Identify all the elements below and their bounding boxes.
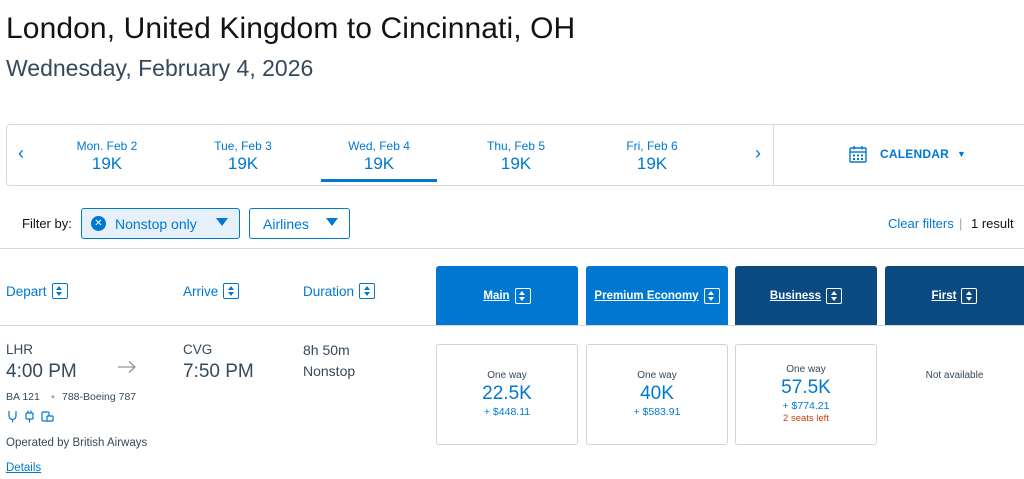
- date-price: 19K: [636, 154, 668, 173]
- chevron-right-icon[interactable]: ›: [755, 143, 761, 163]
- fare-tax: + $448.11: [483, 406, 531, 418]
- date-option-feb-2[interactable]: Mon. Feb 2 19K: [49, 139, 165, 174]
- fare-miles: 40K: [640, 383, 674, 404]
- cabin-label-premium-economy: Premium Economy: [594, 289, 699, 302]
- date-price: 19K: [363, 154, 395, 173]
- date-option-feb-6[interactable]: Fri, Feb 6 19K: [594, 139, 710, 174]
- cabin-label-first: First: [931, 289, 957, 302]
- airlines-filter-label: Airlines: [263, 215, 309, 232]
- power-outlet-icon: [25, 410, 34, 423]
- cabin-tab-first[interactable]: First: [885, 266, 1024, 325]
- details-link[interactable]: Details: [6, 462, 42, 474]
- sort-icon: [514, 287, 531, 304]
- flight-stops: Nonstop: [303, 363, 356, 379]
- seats-left-badge: 2 seats left: [783, 413, 829, 424]
- date-price: 19K: [227, 154, 259, 173]
- sort-arrive-header[interactable]: Arrive: [183, 283, 240, 299]
- page-subtitle: Wednesday, February 4, 2026: [6, 55, 314, 81]
- operated-by: Operated by British Airways: [6, 437, 148, 449]
- date-label: Fri, Feb 6: [626, 139, 678, 153]
- clear-filters-link[interactable]: Clear filters: [888, 216, 954, 231]
- calendar-button[interactable]: CALENDAR ▼: [849, 145, 966, 163]
- cabin-label-main: Main: [483, 289, 510, 302]
- datebar-divider: [773, 125, 774, 185]
- arrive-airport: CVG: [183, 342, 213, 357]
- cabin-label-business: Business: [769, 289, 822, 302]
- fare-trip-type: One way: [487, 370, 527, 381]
- page-title: London, United Kingdom to Cincinnati, OH: [6, 12, 576, 45]
- caret-down-icon: [216, 218, 228, 226]
- fare-card-business[interactable]: One way 57.5K + $774.21 2 seats left: [735, 344, 877, 445]
- fare-tax: + $774.21: [782, 400, 830, 412]
- divider: [0, 248, 1024, 249]
- duration-header-label: Duration: [303, 283, 355, 299]
- date-label: Mon. Feb 2: [76, 139, 138, 153]
- cabin-tab-business[interactable]: Business: [735, 266, 877, 325]
- sort-icon: [826, 287, 843, 304]
- result-count: 1 result: [971, 216, 1014, 231]
- depart-airport: LHR: [6, 342, 34, 357]
- calendar-label: CALENDAR: [880, 147, 949, 161]
- airlines-filter-dropdown[interactable]: Airlines: [249, 208, 350, 239]
- arrive-header-label: Arrive: [183, 283, 219, 299]
- fare-trip-type: One way: [637, 370, 677, 381]
- arrive-time: 7:50 PM: [183, 361, 254, 382]
- fare-card-main[interactable]: One way 22.5K + $448.11: [436, 344, 578, 445]
- fare-miles: 57.5K: [781, 377, 831, 398]
- depart-time: 4:00 PM: [6, 361, 77, 382]
- fare-first-not-available: Not available: [925, 370, 984, 381]
- sort-duration-header[interactable]: Duration: [303, 283, 376, 299]
- sort-depart-header[interactable]: Depart: [6, 283, 68, 299]
- flight-duration: 8h 50m: [303, 342, 350, 358]
- fare-card-premium-economy[interactable]: One way 40K + $583.91: [586, 344, 728, 445]
- meta-separator: ▪: [51, 391, 55, 403]
- date-label: Thu, Feb 5: [486, 139, 546, 153]
- divider: [0, 325, 1024, 326]
- cabin-tab-premium-economy[interactable]: Premium Economy: [586, 266, 728, 325]
- fare-miles: 22.5K: [482, 383, 532, 404]
- date-option-feb-5[interactable]: Thu, Feb 5 19K: [458, 139, 574, 174]
- date-label: Tue, Feb 3: [214, 139, 272, 153]
- fare-trip-type: One way: [786, 364, 826, 375]
- sort-icon: [359, 283, 376, 299]
- cabin-tab-main[interactable]: Main: [436, 266, 578, 325]
- close-icon[interactable]: ✕: [91, 216, 106, 231]
- wifi-icon: [8, 411, 17, 423]
- sort-icon: [223, 283, 240, 299]
- nonstop-filter-label: Nonstop only: [115, 215, 197, 232]
- sort-icon: [703, 287, 720, 304]
- date-price: 19K: [91, 154, 123, 173]
- arrow-right-icon: [118, 361, 136, 373]
- nonstop-filter-chip[interactable]: ✕ Nonstop only: [81, 208, 240, 239]
- sort-icon: [961, 287, 978, 304]
- fare-tax: + $583.91: [633, 406, 681, 418]
- date-label: Wed, Feb 4: [348, 139, 410, 153]
- filter-separator: |: [959, 216, 963, 231]
- date-selector-bar: ‹ Mon. Feb 2 19K Tue, Feb 3 19K Wed, Feb…: [6, 124, 1024, 186]
- aircraft-type: 788-Boeing 787: [62, 391, 137, 403]
- depart-header-label: Depart: [6, 283, 47, 299]
- caret-down-icon: ▼: [956, 149, 966, 159]
- entertainment-icon: [41, 411, 54, 422]
- date-option-feb-3[interactable]: Tue, Feb 3 19K: [185, 139, 301, 174]
- caret-down-icon: [326, 218, 338, 226]
- filter-by-label: Filter by:: [22, 216, 72, 231]
- date-option-feb-4-selected[interactable]: Wed, Feb 4 19K: [321, 139, 437, 182]
- sort-icon: [51, 283, 68, 299]
- flight-number: BA 121: [6, 391, 40, 403]
- chevron-left-icon[interactable]: ‹: [18, 143, 24, 163]
- calendar-icon: [849, 146, 867, 163]
- date-price: 19K: [500, 154, 532, 173]
